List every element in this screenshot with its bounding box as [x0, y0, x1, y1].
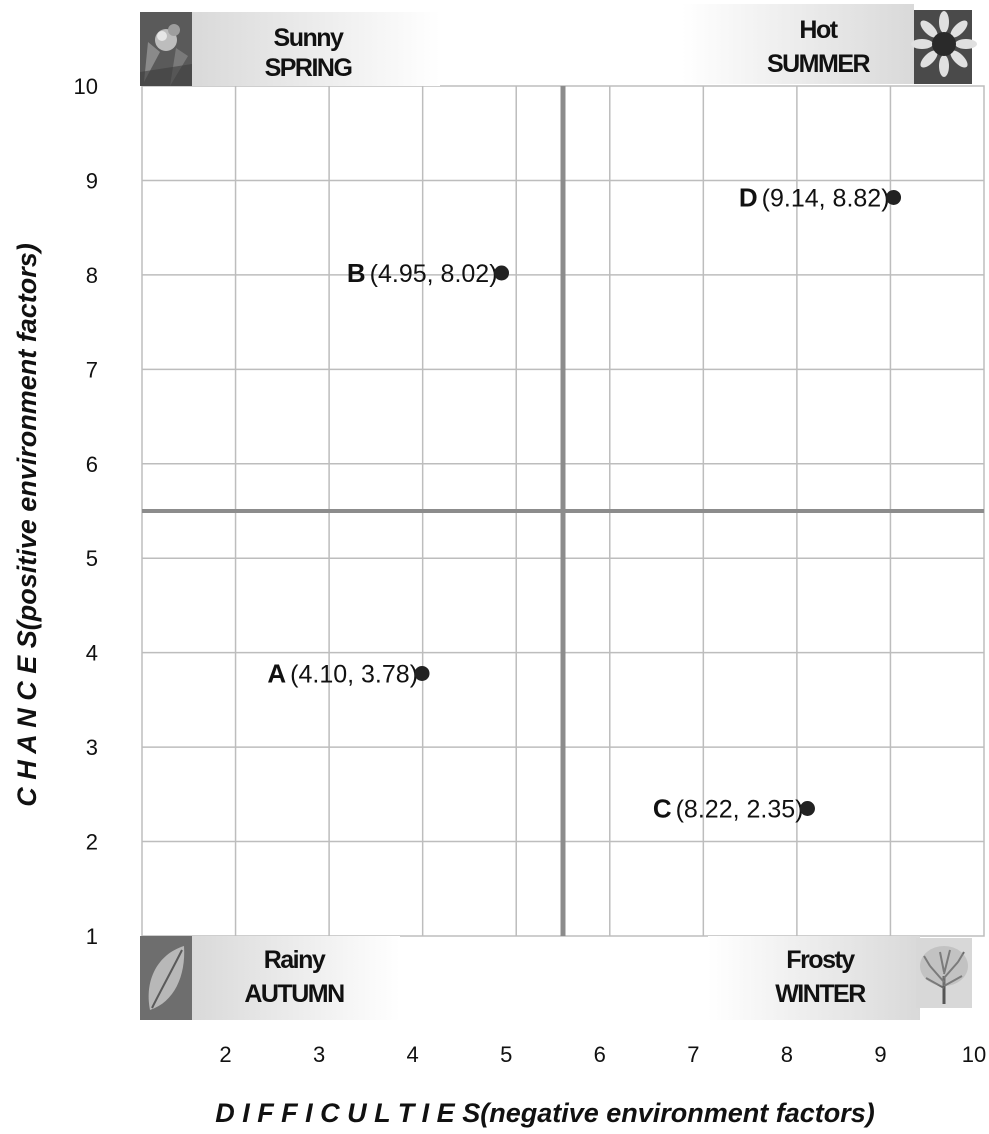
x-tick-label: 7 [687, 1042, 699, 1067]
y-axis-title: C H A N C E S(positive environment facto… [12, 243, 42, 807]
y-tick-label: 9 [86, 168, 98, 193]
point-label: D (9.14, 8.82) [739, 182, 890, 212]
y-tick-label: 5 [86, 546, 98, 571]
point-label: A (4.10, 3.78) [267, 658, 418, 688]
x-tick-label: 8 [781, 1042, 793, 1067]
y-tick-label: 2 [86, 830, 98, 855]
quadrant-label-line1: Frosty [786, 946, 855, 974]
quadrant-label-bottom-right: Frosty WINTER [708, 936, 920, 1020]
y-tick-label: 1 [86, 924, 98, 949]
quadrant-dividers [142, 86, 984, 936]
data-points: A (4.10, 3.78) B (4.95, 8.02) C (8.22, 2.35) D… [267, 182, 902, 824]
leaf-icon [140, 936, 192, 1020]
data-point-c: C (8.22, 2.35) [653, 794, 815, 824]
point-marker [799, 801, 815, 816]
point-marker [494, 265, 510, 281]
quadrant-label-line1: Hot [799, 16, 838, 44]
quadrant-label-top-right: Hot SUMMER [682, 4, 914, 84]
data-point-d: D (9.14, 8.82) [739, 182, 902, 212]
data-point-b: B (4.95, 8.02) [347, 258, 510, 288]
x-tick-label: 10 [962, 1042, 986, 1067]
y-tick-label: 7 [86, 357, 98, 382]
x-tick-label: 9 [874, 1042, 886, 1067]
quadrant-label-line2: SPRING [265, 54, 352, 82]
quadrant-label-line2: SUMMER [767, 50, 871, 78]
x-tick-label: 4 [407, 1042, 419, 1067]
x-axis-ticks: 2 3 4 5 6 7 8 9 10 [219, 1042, 986, 1067]
y-tick-label: 8 [86, 263, 98, 288]
quadrant-label-top-left: Sunny SPRING [192, 12, 440, 86]
x-tick-label: 6 [594, 1042, 606, 1067]
quadrant-label-line1: Sunny [274, 24, 344, 52]
sunflower-icon [911, 10, 977, 84]
point-label: B (4.95, 8.02) [347, 258, 498, 288]
x-axis-title: D I F F I C U L T I E S(negative environ… [215, 1098, 875, 1128]
data-point-a: A (4.10, 3.78) [267, 658, 430, 688]
quadrant-label-line2: AUTUMN [244, 980, 344, 1008]
x-tick-label: 5 [500, 1042, 512, 1067]
quadrant-label-bottom-left: Rainy AUTUMN [192, 936, 400, 1020]
quadrant-label-line1: Rainy [264, 946, 326, 974]
quadrant-label-line2: WINTER [775, 980, 866, 1008]
x-tick-label: 2 [219, 1042, 231, 1067]
point-marker [414, 665, 430, 681]
y-tick-label: 10 [74, 74, 98, 99]
x-tick-label: 3 [313, 1042, 325, 1067]
point-label: C (8.22, 2.35) [653, 794, 804, 824]
flower-icon [140, 12, 192, 86]
bare-tree-icon [916, 938, 972, 1008]
point-marker [886, 189, 902, 205]
y-tick-label: 6 [86, 452, 98, 477]
y-axis-ticks: 1 2 3 4 5 6 7 8 9 10 [74, 74, 98, 949]
y-tick-label: 4 [86, 641, 98, 666]
y-tick-label: 3 [86, 735, 98, 760]
